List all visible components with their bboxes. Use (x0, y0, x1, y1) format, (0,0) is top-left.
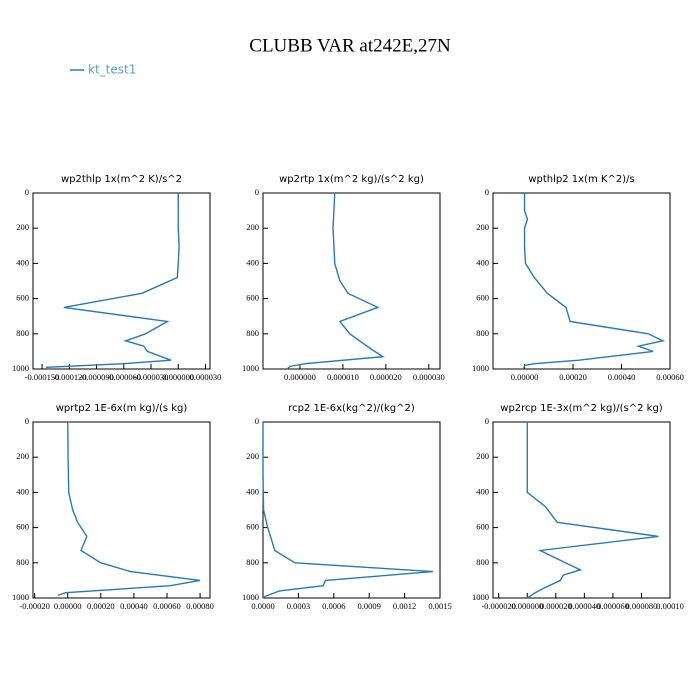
x-tick-label: -0.000090 (79, 372, 114, 382)
figure-title: CLUBB VAR at242E,27N (249, 35, 451, 56)
y-tick-label: 600 (476, 293, 489, 303)
y-tick-label: 1000 (472, 592, 489, 602)
panel-title: rcp2 1E-6x(kg^2)/(kg^2) (288, 403, 415, 414)
y-tick-label: 0 (255, 416, 259, 426)
y-tick-label: 0 (485, 187, 489, 197)
x-tick-label: -0.000020 (481, 601, 516, 611)
x-tick-label: 0.00020 (559, 372, 587, 382)
y-tick-label: 200 (246, 222, 259, 232)
y-tick-label: 400 (476, 486, 489, 496)
y-tick-label: 1000 (242, 592, 259, 602)
y-tick-label: 0 (485, 416, 489, 426)
panel-title: wp2rcp 1E-3x(m^2 kg)/(s^2 kg) (500, 403, 663, 414)
plot-frame (262, 192, 441, 370)
y-tick-label: 200 (246, 451, 259, 461)
y-tick-label: 200 (476, 451, 489, 461)
data-line (522, 193, 666, 370)
x-tick-label: -0.000030 (134, 372, 169, 382)
y-tick-label: 1000 (472, 363, 489, 373)
x-tick-label: 0.000020 (540, 601, 572, 611)
plot-frame (492, 421, 671, 599)
x-tick-label: 0.000020 (370, 372, 402, 382)
y-tick-label: 200 (16, 222, 29, 232)
y-tick-label: 200 (476, 222, 489, 232)
y-tick-label: 800 (476, 557, 489, 567)
y-tick-label: 800 (16, 328, 29, 338)
x-tick-label: 0.000030 (190, 372, 222, 382)
y-tick-label: 200 (16, 451, 29, 461)
y-tick-label: 800 (246, 557, 259, 567)
x-tick-label: -0.00020 (19, 601, 49, 611)
y-tick-label: 0 (25, 416, 29, 426)
x-tick-label: 0.00000 (54, 601, 82, 611)
x-tick-label: 0.0012 (393, 601, 416, 611)
x-tick-label: 0.000000 (162, 372, 194, 382)
y-tick-label: 600 (16, 293, 29, 303)
x-tick-label: 0.00080 (186, 601, 214, 611)
plot-frame (492, 192, 671, 370)
plot-frame (32, 192, 211, 370)
y-tick-label: 1000 (242, 363, 259, 373)
plot-frame (32, 421, 211, 599)
data-line (286, 192, 385, 370)
y-tick-label: 0 (25, 187, 29, 197)
y-tick-label: 400 (16, 257, 29, 267)
y-tick-label: 1000 (12, 363, 29, 373)
y-tick-label: 800 (476, 328, 489, 338)
y-tick-label: 1000 (12, 592, 29, 602)
y-tick-label: 600 (16, 522, 29, 532)
x-tick-label: 0.000080 (626, 601, 658, 611)
x-tick-label: 0.0003 (287, 601, 310, 611)
data-line (526, 422, 659, 599)
x-tick-label: 0.000000 (511, 601, 543, 611)
x-tick-label: 0.0000 (251, 601, 274, 611)
x-tick-label: 0.00060 (656, 372, 684, 382)
y-tick-label: 0 (255, 187, 259, 197)
x-tick-label: 0.00010 (656, 601, 684, 611)
data-line (262, 422, 433, 599)
x-tick-label: 0.000040 (568, 601, 600, 611)
y-tick-label: 600 (246, 293, 259, 303)
panel-title: wpthlp2 1x(m K^2)/s (528, 174, 634, 185)
data-line (45, 193, 180, 369)
x-tick-label: 0.0006 (322, 601, 345, 611)
x-tick-label: 0.0015 (428, 601, 451, 611)
x-tick-label: 0.000010 (327, 372, 359, 382)
panel-title: wprtp2 1E-6x(m kg)/(s kg) (56, 403, 188, 414)
y-tick-label: 400 (476, 257, 489, 267)
x-tick-label: -0.000060 (106, 372, 141, 382)
legend-label: kt_test1 (88, 63, 136, 77)
y-tick-label: 600 (246, 522, 259, 532)
x-tick-label: 0.000030 (413, 372, 445, 382)
panel-title: wp2rtp 1x(m^2 kg)/(s^2 kg) (279, 174, 424, 185)
y-tick-label: 400 (246, 486, 259, 496)
x-tick-label: 0.00040 (608, 372, 636, 382)
x-tick-label: 0.000060 (597, 601, 629, 611)
y-tick-label: 400 (246, 257, 259, 267)
y-tick-label: 400 (16, 486, 29, 496)
x-tick-label: 0.00060 (153, 601, 181, 611)
panel-title: wp2thlp 1x(m^2 K)/s^2 (61, 174, 182, 185)
x-tick-label: 0.000000 (284, 372, 316, 382)
x-tick-label: -0.000150 (25, 372, 60, 382)
x-tick-label: 0.00040 (120, 601, 148, 611)
x-tick-label: 0.00020 (87, 601, 115, 611)
y-tick-label: 800 (246, 328, 259, 338)
x-tick-label: 0.0009 (358, 601, 381, 611)
y-tick-label: 600 (476, 522, 489, 532)
y-tick-label: 800 (16, 557, 29, 567)
x-tick-label: 0.00000 (511, 372, 539, 382)
x-tick-label: -0.000120 (52, 372, 87, 382)
data-line (57, 421, 201, 597)
